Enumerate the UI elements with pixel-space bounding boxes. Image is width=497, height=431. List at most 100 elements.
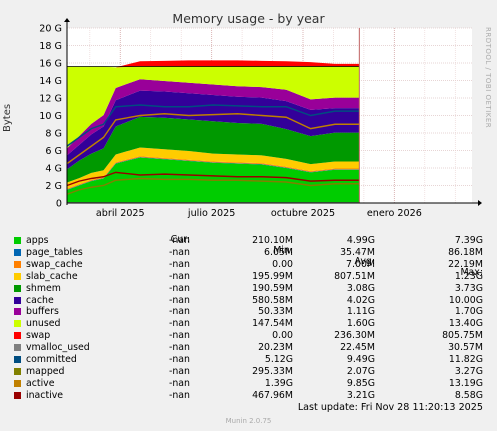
legend-row: page_tables -nan 6.05M 35.47M 86.18M [0, 247, 497, 259]
legend-avg: 236.30M [334, 330, 375, 342]
legend-swatch [14, 248, 21, 256]
legend-name: swap_cache [26, 258, 83, 270]
header-cur: Cur: [170, 234, 190, 245]
legend-min: 1.39G [264, 377, 293, 389]
y-tick-label: 18 G [39, 41, 62, 52]
legend-cur: -nan [168, 318, 190, 330]
legend-swatch [14, 344, 21, 352]
legend-cur: -nan [168, 377, 190, 389]
header-max: Max: [460, 267, 483, 278]
y-axis-arrow [64, 18, 70, 22]
legend-name: swap [26, 330, 51, 342]
area-slab_cache [67, 147, 360, 189]
x-tick-label: julio 2025 [187, 208, 235, 219]
legend-max: 13.19G [448, 377, 483, 389]
legend-cur: -nan [168, 235, 190, 246]
legend-row: swap_cache -nan 0.00 7.00M 22.19M [0, 259, 497, 271]
legend-avg: 3.08G [346, 282, 375, 294]
last-update: Last update: Fri Nov 28 11:20:13 2025 [297, 402, 483, 413]
legend-min: 210.10M [252, 235, 293, 246]
legend-cur: -nan [168, 294, 190, 306]
legend-avg: 1.11G [346, 306, 375, 318]
y-tick-label: 10 G [39, 111, 62, 122]
line-mapped [66, 177, 360, 195]
legend-swatch [14, 284, 21, 292]
area-unused [67, 66, 360, 149]
legend-row: swap -nan 0.00 236.30M 805.75M [0, 330, 497, 342]
legend-min: 5.12G [264, 354, 293, 365]
legend-max: 22.19M [448, 258, 483, 270]
legend-row: shmem -nan 190.59M 3.08G 3.73G [0, 283, 497, 295]
legend-min: 50.33M [258, 306, 293, 318]
legend-max: 3.27G [454, 365, 483, 377]
legend-min: 467.96M [252, 389, 293, 401]
legend-row: cache -nan 580.58M 4.02G 10.00G [0, 295, 497, 307]
legend-max: 11.82G [448, 354, 483, 365]
legend-cur: -nan [168, 330, 190, 342]
legend-cur: -nan [168, 389, 190, 401]
legend-avg: 22.45M [340, 342, 375, 354]
legend-swatch [14, 296, 21, 304]
legend-swatch [14, 367, 21, 375]
legend-row: mapped -nan 295.33M 2.07G 3.27G [0, 366, 497, 378]
legend-name: vmalloc_used [26, 342, 90, 354]
legend-min: 0.00 [272, 330, 293, 342]
legend-swatch [14, 308, 21, 316]
legend-swatch [14, 391, 21, 399]
y-tick-label: 0 [56, 199, 62, 210]
x-tick-label: octubre 2025 [271, 208, 335, 219]
line-committed [66, 104, 360, 147]
legend-row: unused -nan 147.54M 1.60G 13.40G [0, 318, 497, 330]
legend-max: 13.40G [448, 318, 483, 330]
axes: 0 2 G 4 G 6 G 8 G 10 G 12 G 14 G 16 G 18 G 20 G abr… [39, 18, 482, 219]
legend-max: 30.57M [448, 342, 483, 354]
legend-cur: -nan [168, 306, 190, 318]
legend-swatch [14, 237, 21, 244]
y-tick-label: 6 G [45, 146, 62, 157]
legend-max: 805.75M [442, 330, 483, 342]
legend-avg: 35.47M [340, 246, 375, 258]
legend-row: apps -nan 210.10M 4.99G 7.39G [0, 235, 497, 247]
legend-swatch [14, 272, 21, 280]
legend-name: inactive [26, 389, 64, 401]
y-tick-label: 12 G [39, 94, 62, 105]
legend-row: buffers -nan 50.33M 1.11G 1.70G [0, 306, 497, 318]
legend-name: unused [26, 318, 61, 330]
legend-cur: -nan [168, 282, 190, 294]
legend-cur: -nan [168, 270, 190, 282]
line-inactive [66, 171, 360, 187]
y-tick-label: 20 G [39, 24, 62, 35]
legend-swatch [14, 332, 21, 340]
legend-min: 195.99M [252, 270, 293, 282]
legend-name: page_tables [26, 246, 83, 258]
legend-name: mapped [26, 365, 65, 377]
legend-row: active -nan 1.39G 9.85G 13.19G [0, 378, 497, 390]
area-swap [67, 60, 360, 68]
legend-min: 295.33M [252, 365, 293, 377]
x-axis-arrow [478, 200, 482, 206]
area-buffers [67, 79, 360, 156]
legend-cur: -nan [168, 246, 190, 258]
legend-avg: 4.99G [346, 235, 375, 246]
legend-avg: 7.00M [346, 258, 375, 270]
legend-max: 86.18M [448, 246, 483, 258]
x-tick-label: abril 2025 [96, 208, 145, 219]
munin-version: Munin 2.0.75 [225, 417, 272, 425]
legend-min: 20.23M [258, 342, 293, 354]
legend-cur: -nan [168, 258, 190, 270]
chart-title: Memory usage - by year [172, 11, 325, 26]
legend-max: 3.73G [454, 282, 483, 294]
legend-header: Cur: Min: Avg: Max: [0, 223, 497, 278]
legend-avg: 3.21G [346, 389, 375, 401]
legend-name: committed [26, 354, 77, 365]
legend-avg: 4.02G [346, 294, 375, 306]
legend-max: 1.23G [454, 270, 483, 282]
legend-name: active [26, 377, 55, 389]
legend-row: slab_cache -nan 195.99M 807.51M 1.23G [0, 271, 497, 283]
legend-avg: 2.07G [346, 365, 375, 377]
legend-swatch [14, 320, 21, 328]
legend-min: 6.05M [264, 246, 293, 258]
legend-avg: 9.85G [346, 377, 375, 389]
